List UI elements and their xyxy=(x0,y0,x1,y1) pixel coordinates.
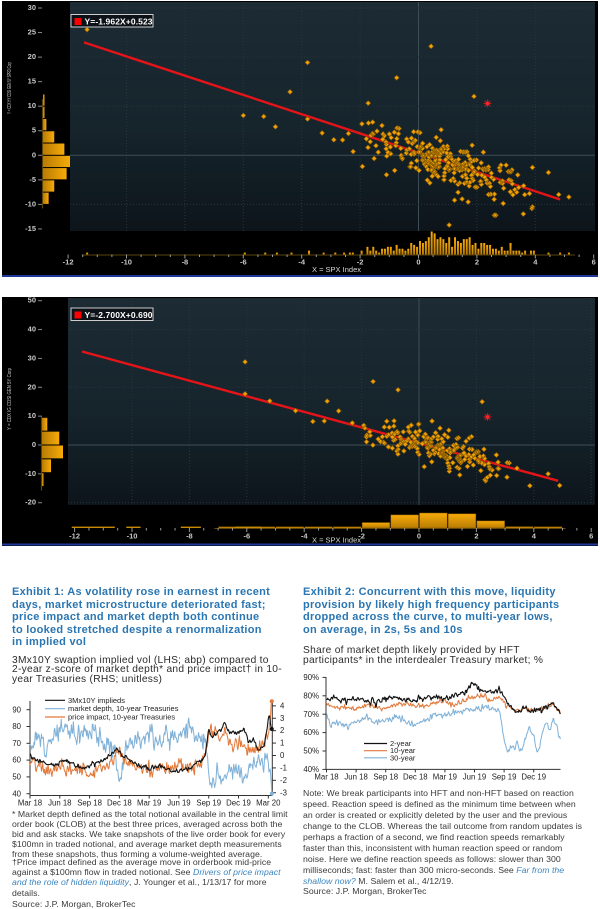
svg-text:40: 40 xyxy=(28,325,36,334)
svg-text:3: 3 xyxy=(280,714,284,723)
svg-text:Y=-1.962X+0.523: Y=-1.962X+0.523 xyxy=(85,17,153,27)
svg-text:30: 30 xyxy=(28,353,36,362)
svg-text:Mar 19: Mar 19 xyxy=(137,799,161,808)
svg-text:Mar 18: Mar 18 xyxy=(18,799,42,808)
svg-text:X = SPX Index: X = SPX Index xyxy=(312,536,361,545)
svg-text:6: 6 xyxy=(592,258,596,267)
svg-text:-3: -3 xyxy=(280,788,287,797)
svg-text:-12: -12 xyxy=(69,532,80,541)
svg-text:Sep 19: Sep 19 xyxy=(196,799,221,808)
svg-text:15: 15 xyxy=(28,77,36,86)
svg-text:6: 6 xyxy=(589,532,593,541)
svg-text:-2: -2 xyxy=(280,776,287,785)
svg-text:price impact, 10-year Treasuri: price impact, 10-year Treasuries xyxy=(68,712,175,721)
svg-text:20: 20 xyxy=(28,52,36,61)
svg-text:50%: 50% xyxy=(303,747,319,756)
svg-text:70%: 70% xyxy=(303,710,319,719)
svg-text:Dec 19: Dec 19 xyxy=(226,799,251,808)
svg-text:Sep 18: Sep 18 xyxy=(373,773,398,782)
svg-text:10-year: 10-year xyxy=(390,746,416,755)
svg-text:50: 50 xyxy=(12,772,21,781)
svg-text:30: 30 xyxy=(28,3,36,12)
svg-text:Mar 20: Mar 20 xyxy=(256,799,281,808)
svg-text:X = SPX Index: X = SPX Index xyxy=(312,265,361,274)
svg-text:Sep 18: Sep 18 xyxy=(77,799,102,808)
svg-text:-2: -2 xyxy=(357,258,364,267)
svg-text:5: 5 xyxy=(32,126,36,135)
svg-text:-15: -15 xyxy=(25,224,36,233)
svg-text:Dec 18: Dec 18 xyxy=(403,773,428,782)
svg-text:2-year: 2-year xyxy=(390,739,412,748)
svg-text:-12: -12 xyxy=(63,258,74,267)
svg-text:Y=-2.700X+0.690: Y=-2.700X+0.690 xyxy=(85,310,153,320)
svg-text:-6: -6 xyxy=(243,532,250,541)
svg-text:Y = CDX IG CDSI GEN 5Y Corp: Y = CDX IG CDSI GEN 5Y Corp xyxy=(7,368,13,430)
svg-text:4: 4 xyxy=(532,532,537,541)
svg-text:Jun 19: Jun 19 xyxy=(463,773,486,782)
svg-text:-10: -10 xyxy=(127,532,138,541)
svg-text:-2: -2 xyxy=(358,532,365,541)
svg-text:-6: -6 xyxy=(240,258,247,267)
svg-text:20: 20 xyxy=(28,382,36,391)
svg-text:80%: 80% xyxy=(303,691,319,700)
svg-text:Dec 19: Dec 19 xyxy=(521,773,546,782)
svg-text:-1: -1 xyxy=(280,763,287,772)
svg-text:Dec 18: Dec 18 xyxy=(107,799,132,808)
svg-text:60: 60 xyxy=(12,756,21,765)
svg-text:0: 0 xyxy=(32,440,36,449)
svg-text:0: 0 xyxy=(417,532,421,541)
svg-text:40%: 40% xyxy=(303,765,319,774)
svg-text:4: 4 xyxy=(533,258,538,267)
svg-text:Sep 19: Sep 19 xyxy=(492,773,517,782)
svg-text:Mar 19: Mar 19 xyxy=(433,773,457,782)
svg-text:0: 0 xyxy=(416,258,420,267)
svg-text:-8: -8 xyxy=(186,532,193,541)
svg-text:Jun 19: Jun 19 xyxy=(167,799,190,808)
svg-text:80: 80 xyxy=(12,722,21,731)
svg-text:market depth, 10-year Treasuri: market depth, 10-year Treasuries xyxy=(68,704,179,713)
svg-text:Jun 18: Jun 18 xyxy=(344,773,367,782)
svg-text:-20: -20 xyxy=(25,498,36,507)
svg-text:50: 50 xyxy=(28,297,36,305)
svg-text:90%: 90% xyxy=(303,673,319,682)
svg-text:-10: -10 xyxy=(25,469,36,478)
svg-text:3Mx10Y implieds: 3Mx10Y implieds xyxy=(68,696,125,705)
svg-text:-10: -10 xyxy=(25,199,36,208)
svg-text:-10: -10 xyxy=(121,258,132,267)
svg-text:0: 0 xyxy=(32,150,36,159)
svg-text:-5: -5 xyxy=(29,175,36,184)
svg-text:Y = CDX HY CDSI GEN 5Y SPRD Co: Y = CDX HY CDSI GEN 5Y SPRD Corp xyxy=(7,62,13,114)
svg-text:2: 2 xyxy=(475,258,479,267)
svg-text:70: 70 xyxy=(12,739,21,748)
svg-text:4: 4 xyxy=(280,701,285,710)
svg-text:-4: -4 xyxy=(301,532,308,541)
svg-text:2: 2 xyxy=(280,726,284,735)
svg-text:-4: -4 xyxy=(298,258,305,267)
svg-text:2: 2 xyxy=(474,532,478,541)
svg-text:1: 1 xyxy=(280,739,284,748)
svg-text:-8: -8 xyxy=(182,258,189,267)
svg-text:10: 10 xyxy=(28,101,36,110)
svg-text:Jun 18: Jun 18 xyxy=(48,799,71,808)
svg-text:25: 25 xyxy=(28,28,36,37)
svg-text:90: 90 xyxy=(12,705,21,714)
svg-text:0: 0 xyxy=(280,751,285,760)
svg-text:10: 10 xyxy=(28,411,36,420)
svg-text:Mar 18: Mar 18 xyxy=(314,773,338,782)
svg-text:30-year: 30-year xyxy=(390,753,416,762)
svg-text:40: 40 xyxy=(12,789,21,798)
svg-text:60%: 60% xyxy=(303,728,319,737)
